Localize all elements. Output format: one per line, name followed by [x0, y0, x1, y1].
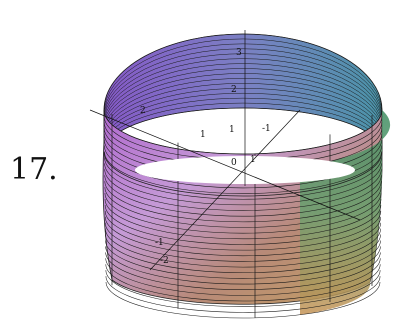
inner-ring: [103, 92, 383, 144]
y-tick-label: -2: [160, 256, 169, 266]
x-tick-label: -1: [262, 124, 271, 134]
outer-ring: [104, 193, 382, 234]
y-axis: [149, 109, 301, 271]
axis-ticks: 3 2 1 0 2 1 -1 1 -1 -2: [140, 48, 271, 266]
outer-ring: [104, 198, 382, 240]
x-tick-label: 1: [200, 130, 206, 140]
problem-number: 17.: [10, 152, 58, 187]
outer-ring: [105, 264, 381, 302]
z-tick-label: 3: [236, 48, 242, 58]
outer-ring: [105, 252, 381, 290]
outer-ring: [105, 246, 381, 285]
inner-ring: [103, 68, 383, 130]
inner-ring: [103, 73, 383, 133]
outer-ring: [104, 145, 382, 189]
inner-ring: [103, 43, 383, 116]
outer-ring: [105, 258, 381, 296]
inner-ring: [103, 33, 383, 111]
inner-ring: [103, 102, 383, 150]
y-tick-label: -1: [155, 238, 164, 248]
inner-ring: [103, 48, 383, 119]
inner-ring: [103, 78, 383, 136]
z-tick-label: 0: [231, 158, 237, 168]
outer-ring: [105, 222, 381, 262]
outer-ring: [104, 204, 382, 245]
outer-ring: [104, 181, 382, 223]
outer-ring: [104, 169, 382, 211]
inner-ring: [103, 83, 383, 139]
inner-ring: [103, 63, 383, 127]
outer-ring: [104, 175, 382, 217]
y-tick-label: 1: [250, 155, 256, 165]
inner-ring-lines: [103, 33, 383, 153]
z-tick-label: 2: [231, 85, 237, 95]
inner-ring: [103, 53, 383, 122]
inner-ring: [103, 58, 383, 125]
outer-ring: [105, 270, 381, 307]
outer-ring: [104, 163, 382, 206]
outer-ring: [104, 157, 382, 200]
inner-ring: [103, 97, 383, 147]
outer-ring: [105, 276, 381, 313]
outer-ring: [104, 187, 382, 228]
z-tick-label: 1: [229, 125, 235, 135]
outer-ring: [104, 210, 382, 251]
outer-ring: [105, 240, 381, 279]
outer-ring: [103, 109, 383, 155]
outer-ring: [104, 151, 382, 194]
outer-ring: [105, 228, 381, 268]
outer-ring: [104, 216, 382, 257]
outer-ring: [105, 234, 381, 274]
x-tick-label: 2: [140, 106, 146, 116]
x-axis: [89, 109, 361, 221]
inner-ring: [103, 38, 383, 113]
inner-ring: [103, 88, 383, 141]
axes: [89, 30, 361, 271]
outer-ring: [105, 281, 381, 319]
cylinder-outer-wall-right: [300, 110, 391, 315]
